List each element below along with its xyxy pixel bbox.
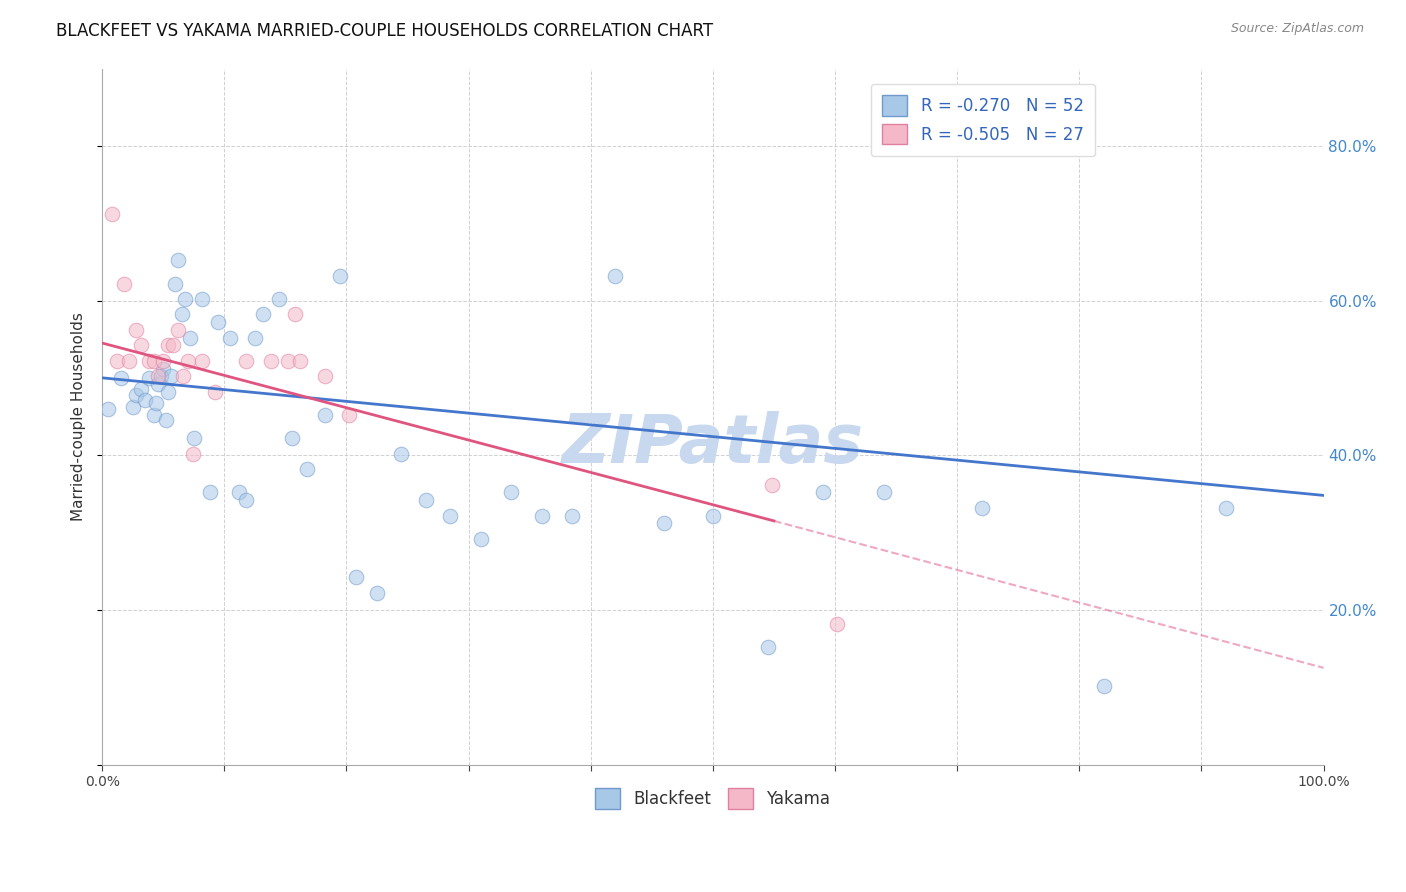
- Point: [235, 354, 257, 368]
- Point: [243, 331, 266, 345]
- Point: [170, 308, 193, 322]
- Point: [366, 586, 388, 600]
- Point: [470, 532, 492, 546]
- Point: [159, 369, 181, 384]
- Point: [501, 485, 523, 500]
- Point: [415, 493, 437, 508]
- Point: [110, 371, 132, 385]
- Point: [337, 408, 360, 422]
- Point: [235, 493, 257, 508]
- Point: [1092, 679, 1115, 693]
- Text: ZIPatlas: ZIPatlas: [562, 411, 863, 477]
- Point: [391, 447, 413, 461]
- Point: [761, 477, 783, 491]
- Point: [873, 485, 896, 500]
- Point: [605, 268, 627, 283]
- Point: [207, 315, 229, 329]
- Point: [204, 384, 226, 399]
- Point: [165, 277, 187, 291]
- Point: [177, 354, 200, 368]
- Point: [228, 485, 250, 500]
- Point: [252, 308, 274, 322]
- Point: [149, 369, 172, 384]
- Point: [112, 277, 135, 291]
- Point: [269, 292, 291, 306]
- Point: [157, 338, 180, 352]
- Point: [970, 500, 993, 515]
- Point: [148, 369, 170, 384]
- Legend: Blackfeet, Yakama: Blackfeet, Yakama: [589, 781, 837, 815]
- Point: [288, 354, 311, 368]
- Y-axis label: Married-couple Households: Married-couple Households: [72, 312, 86, 521]
- Point: [181, 447, 204, 461]
- Point: [183, 431, 205, 445]
- Point: [162, 338, 184, 352]
- Point: [314, 369, 336, 384]
- Point: [198, 485, 221, 500]
- Point: [260, 354, 283, 368]
- Point: [167, 253, 190, 268]
- Point: [561, 508, 583, 523]
- Text: BLACKFEET VS YAKAMA MARRIED-COUPLE HOUSEHOLDS CORRELATION CHART: BLACKFEET VS YAKAMA MARRIED-COUPLE HOUSE…: [56, 22, 713, 40]
- Point: [702, 508, 724, 523]
- Point: [172, 369, 194, 384]
- Point: [439, 508, 461, 523]
- Point: [125, 323, 148, 337]
- Point: [142, 408, 165, 422]
- Point: [179, 331, 201, 345]
- Point: [530, 508, 553, 523]
- Point: [167, 323, 190, 337]
- Point: [277, 354, 299, 368]
- Point: [145, 395, 167, 409]
- Point: [297, 462, 319, 476]
- Point: [314, 408, 336, 422]
- Point: [811, 485, 834, 500]
- Point: [219, 331, 242, 345]
- Point: [105, 354, 128, 368]
- Point: [155, 413, 177, 427]
- Point: [280, 431, 302, 445]
- Point: [148, 377, 170, 392]
- Point: [121, 401, 143, 415]
- Point: [134, 392, 156, 407]
- Point: [138, 354, 160, 368]
- Point: [827, 616, 849, 631]
- Point: [344, 570, 367, 584]
- Point: [191, 292, 214, 306]
- Point: [101, 207, 124, 221]
- Point: [129, 383, 152, 397]
- Point: [191, 354, 214, 368]
- Point: [157, 384, 180, 399]
- Point: [652, 516, 675, 531]
- Point: [97, 401, 120, 416]
- Point: [118, 354, 141, 368]
- Text: Source: ZipAtlas.com: Source: ZipAtlas.com: [1230, 22, 1364, 36]
- Point: [142, 354, 165, 368]
- Point: [174, 292, 197, 306]
- Point: [284, 308, 307, 322]
- Point: [756, 640, 779, 654]
- Point: [152, 354, 174, 368]
- Point: [125, 388, 148, 402]
- Point: [329, 268, 352, 283]
- Point: [129, 338, 152, 352]
- Point: [1215, 500, 1237, 515]
- Point: [152, 361, 174, 376]
- Point: [138, 371, 160, 385]
